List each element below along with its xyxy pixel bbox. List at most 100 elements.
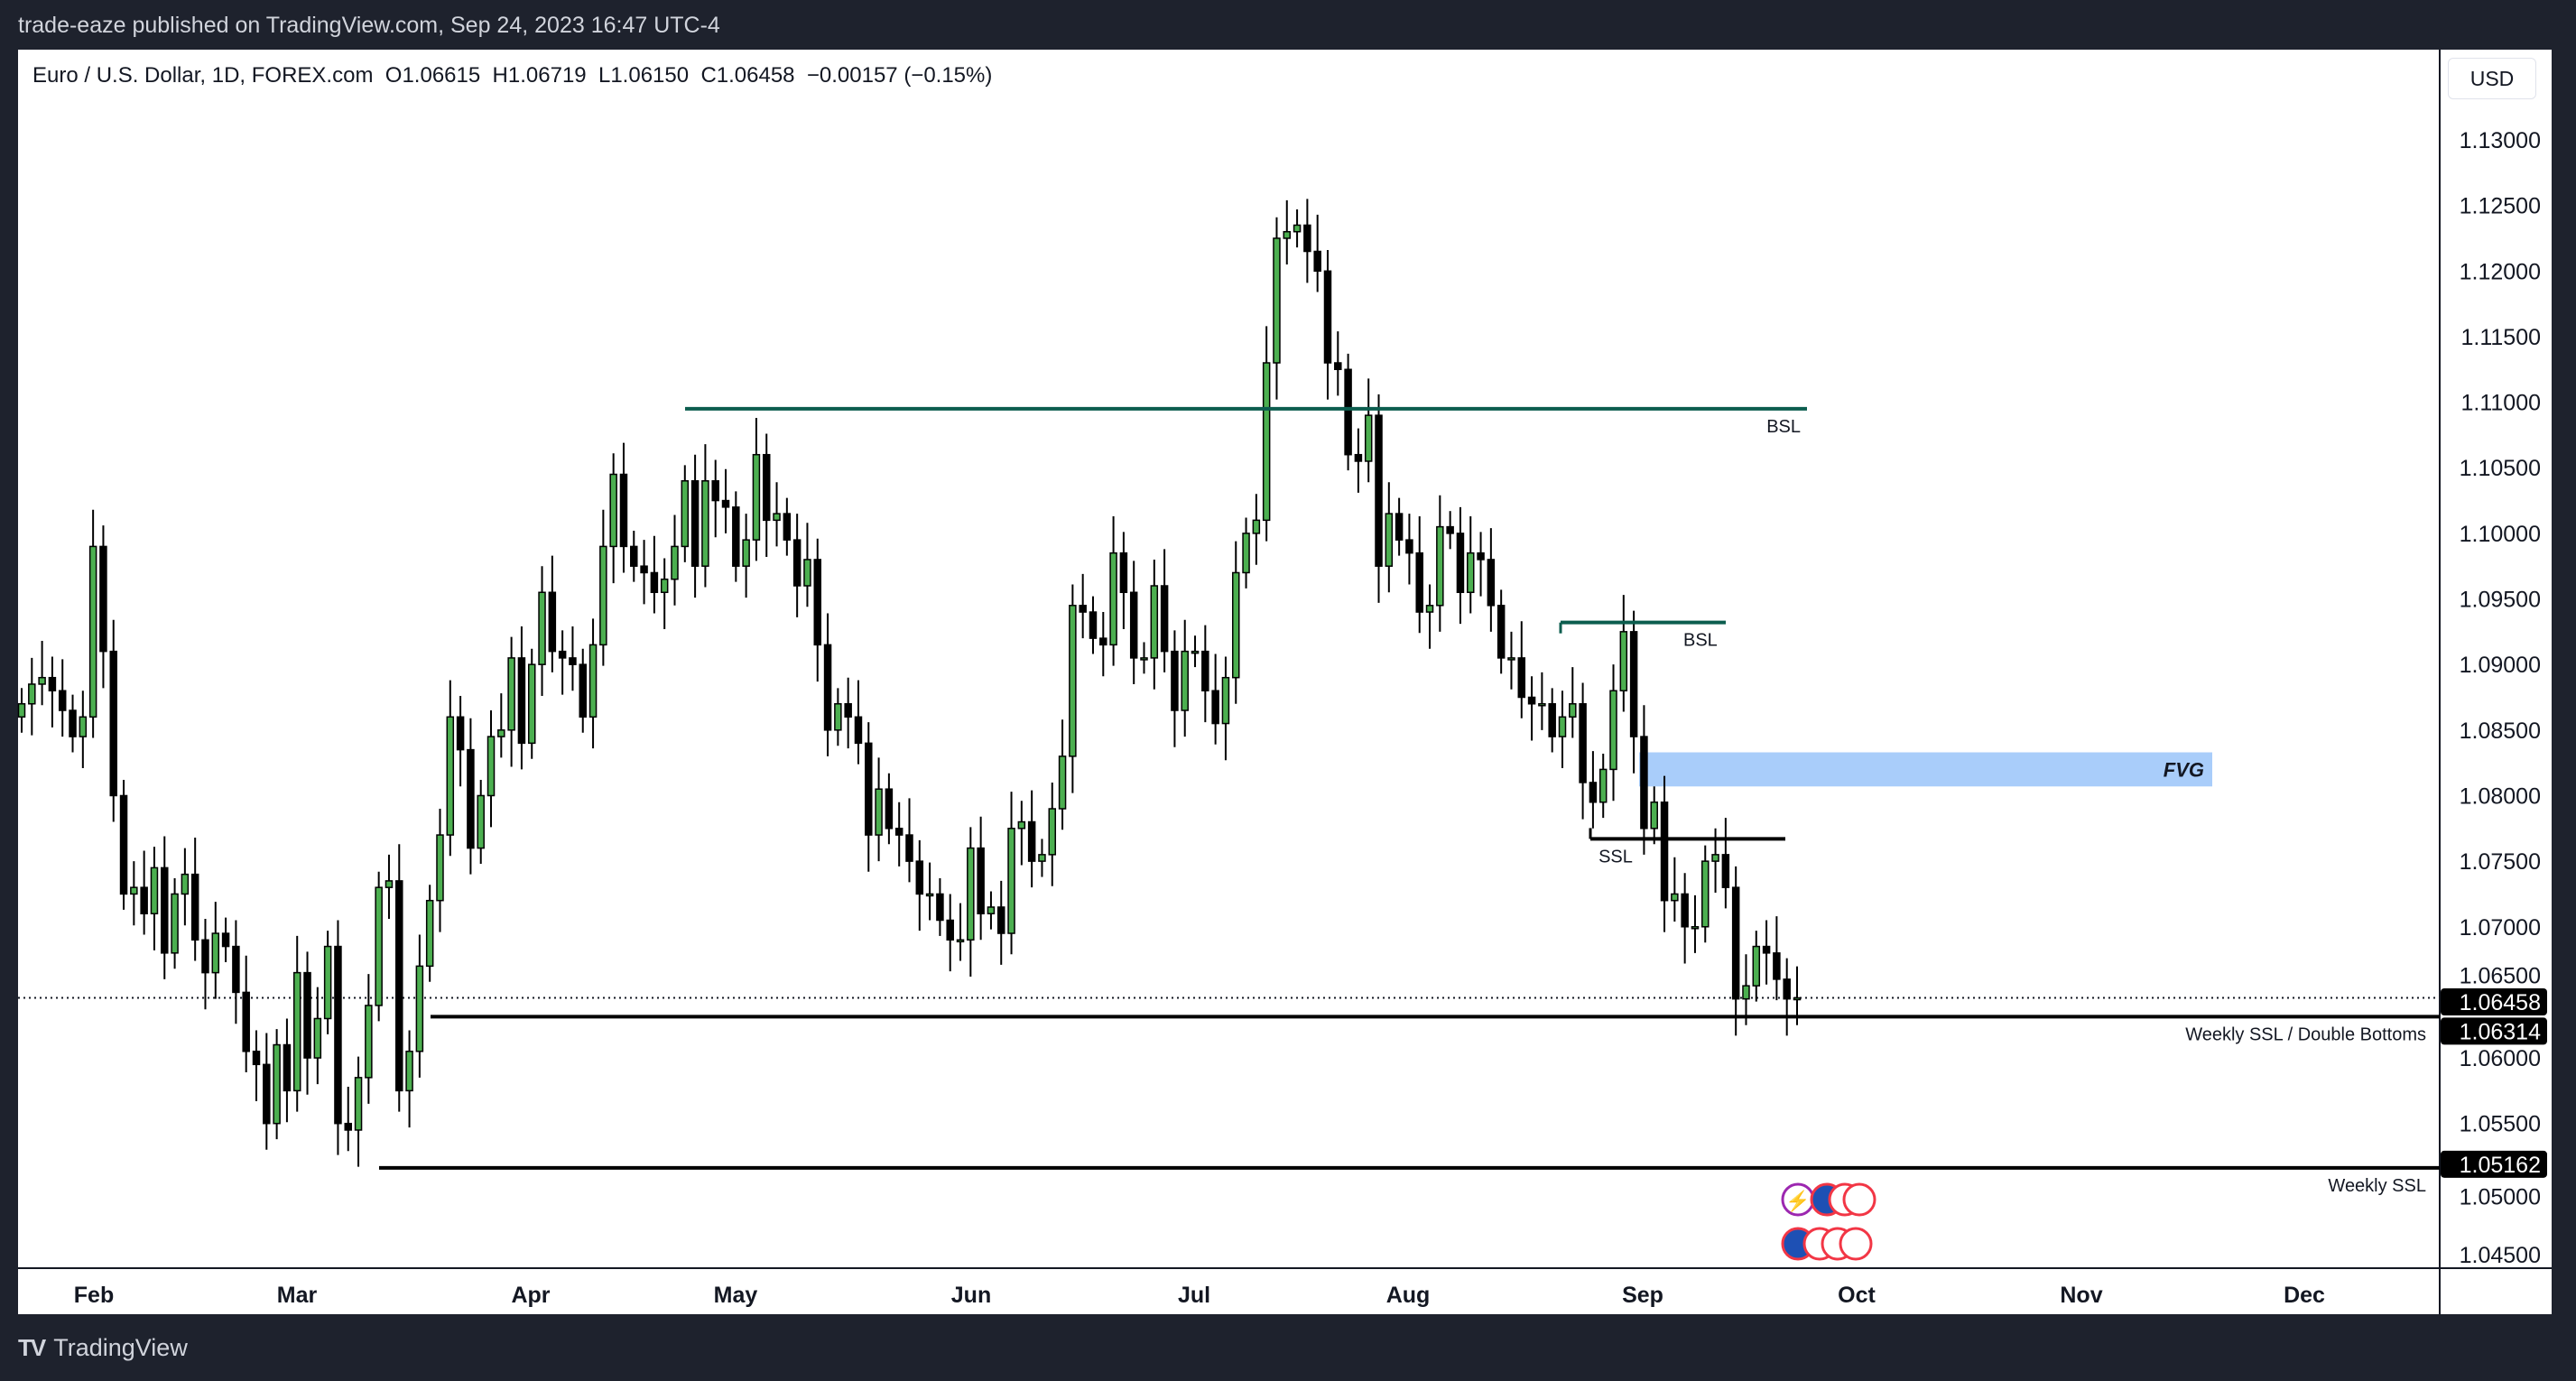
candle xyxy=(762,453,771,522)
candle xyxy=(1017,820,1026,830)
candle xyxy=(1467,551,1475,594)
candle xyxy=(1221,676,1230,725)
footer-brand[interactable]: TV TradingView xyxy=(18,1334,188,1362)
time-tick-label: Jul xyxy=(1178,1283,1210,1308)
candle xyxy=(303,971,311,1059)
candle xyxy=(58,690,67,711)
candle xyxy=(823,644,832,731)
candle xyxy=(1069,605,1077,757)
symbol-name[interactable]: Euro / U.S. Dollar, 1D, FOREX.com xyxy=(32,63,374,88)
candle xyxy=(1538,703,1546,707)
candle xyxy=(569,657,577,665)
candle xyxy=(88,545,97,718)
candle xyxy=(640,565,648,574)
candle xyxy=(354,1077,363,1131)
candle xyxy=(813,559,822,646)
publish-info: trade-eaze published on TradingView.com,… xyxy=(18,13,720,38)
price-tick-label: 1.11500 xyxy=(2460,325,2541,350)
candle xyxy=(395,880,403,1092)
candle xyxy=(619,473,628,548)
economic-events[interactable]: ⚡ xyxy=(1781,1182,1876,1261)
candle xyxy=(1252,519,1261,534)
candle xyxy=(1721,854,1730,888)
ohlc-close: C1.06458 xyxy=(700,63,795,88)
candle xyxy=(1007,828,1015,934)
price-tick-label: 1.12000 xyxy=(2460,259,2541,284)
candle xyxy=(548,591,557,653)
candle xyxy=(1160,585,1169,653)
candle xyxy=(1293,224,1302,233)
candle xyxy=(1211,690,1219,725)
candle xyxy=(915,860,924,895)
candle xyxy=(834,703,842,731)
candle xyxy=(1344,368,1352,456)
candle xyxy=(1660,801,1669,902)
candle xyxy=(925,893,934,897)
candle xyxy=(956,939,965,943)
candle xyxy=(558,650,567,659)
candle xyxy=(1079,605,1087,613)
candle xyxy=(171,893,179,954)
candle xyxy=(773,513,781,522)
candle xyxy=(885,788,894,830)
price-tick-label: 1.09500 xyxy=(2460,588,2541,613)
candle xyxy=(1598,768,1608,803)
brand-name: TradingView xyxy=(53,1334,188,1361)
candle xyxy=(477,794,485,849)
candle xyxy=(1762,945,1771,954)
candle xyxy=(48,676,57,691)
time-tick-label: Aug xyxy=(1386,1283,1431,1308)
candle xyxy=(221,932,230,948)
time-tick-label: Apr xyxy=(511,1283,550,1308)
candle xyxy=(1548,703,1556,737)
candle xyxy=(323,945,332,1020)
candle xyxy=(1283,230,1292,239)
chart-panel[interactable] xyxy=(18,50,2552,1314)
ohlc-open: O1.06615 xyxy=(385,63,481,88)
price-tick-label: 1.05500 xyxy=(2460,1112,2541,1137)
candle xyxy=(263,1063,271,1125)
candle xyxy=(1527,696,1536,705)
candle xyxy=(1415,551,1423,613)
candle xyxy=(1425,605,1434,613)
candle xyxy=(711,480,719,502)
time-tick-label: May xyxy=(714,1283,758,1308)
candle xyxy=(650,571,659,594)
candle xyxy=(1783,978,1791,1000)
candle xyxy=(283,1043,292,1092)
candle xyxy=(1027,820,1036,862)
fvg-zone[interactable] xyxy=(1639,752,2212,787)
candle xyxy=(588,644,598,718)
candle xyxy=(803,559,811,587)
candle xyxy=(1742,985,1750,1000)
time-tick-label: Jun xyxy=(951,1283,991,1308)
candle xyxy=(1364,414,1373,462)
candle xyxy=(721,499,730,508)
candle xyxy=(946,919,954,941)
us-flag-icon[interactable] xyxy=(1839,1227,1873,1261)
ohlc-high: H1.06719 xyxy=(492,63,587,88)
candle xyxy=(467,748,475,849)
price-tick-label: 1.08500 xyxy=(2460,718,2541,744)
price-tick-label: 1.13000 xyxy=(2460,128,2541,153)
candle xyxy=(1323,270,1332,364)
candle xyxy=(1058,755,1067,810)
candle xyxy=(150,867,159,914)
candle xyxy=(1385,513,1394,567)
candle xyxy=(792,539,802,587)
candle xyxy=(905,834,913,862)
candle xyxy=(732,506,740,567)
candle xyxy=(936,893,944,922)
candle xyxy=(1150,585,1159,659)
candle xyxy=(1671,893,1679,902)
weekly-ssl-double-tag: 1.06314 xyxy=(2460,1019,2541,1044)
currency-button[interactable]: USD xyxy=(2448,58,2536,99)
candle xyxy=(292,971,301,1092)
candle xyxy=(752,453,761,541)
candle xyxy=(1487,559,1496,607)
candle xyxy=(967,847,975,941)
candle xyxy=(1436,525,1444,607)
us-flag-icon[interactable] xyxy=(1842,1182,1876,1217)
candle xyxy=(130,886,138,895)
